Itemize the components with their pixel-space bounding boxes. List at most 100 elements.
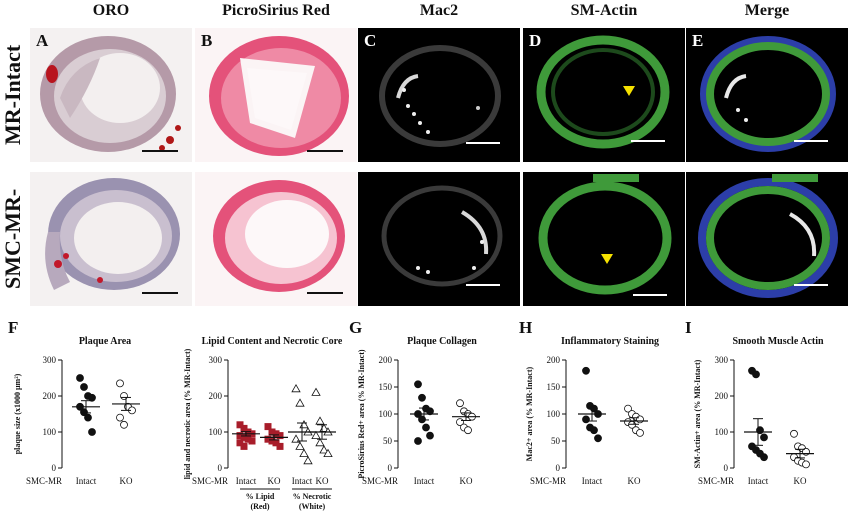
scale-bar [142,292,178,294]
data-point [88,428,96,436]
scale-bar [466,284,500,286]
scale-bar [631,140,665,142]
data-point [299,448,309,458]
data-point [582,415,590,424]
data-point [456,418,464,427]
data-point [319,445,329,454]
data-point [88,393,96,402]
panel-letter-f: F [8,318,19,337]
group-label: SMC-MR [26,476,62,486]
data-point [624,404,632,413]
data-point [464,410,472,418]
data-point [319,423,329,432]
data-point [418,415,426,424]
data-point [323,427,333,436]
data-point [303,455,313,465]
panel-picrosirius-ko [195,172,357,306]
column-title-oro: ORO [92,2,130,19]
data-point [236,421,244,429]
chart-title: Plaque Collagen [407,336,477,347]
data-point [790,453,798,462]
data-point [76,402,84,411]
y-tick-label: 200 [209,391,223,401]
data-point [628,420,636,429]
x-tick-label: Intact [292,476,313,486]
data-point [794,442,802,451]
data-point [116,379,124,388]
y-tick-label: 300 [43,355,57,365]
y-tick-label: 200 [379,355,393,365]
y-tick-label: 100 [379,409,393,419]
x-tick-label: KO [120,476,133,486]
panel-smactin-intact: D [523,28,685,162]
y-tick-label: 100 [715,427,729,437]
panel-letter-a: A [36,31,49,50]
y-tick-label: 300 [715,355,729,365]
data-point [414,437,422,445]
mac2-ko-image [358,172,520,306]
scale-bar [142,150,178,152]
data-point [311,430,321,440]
smactin-intact-image [523,28,685,162]
data-point [84,392,92,400]
data-point [272,439,280,447]
column-title-smactin: SM-Actin [570,2,638,19]
data-point [303,427,313,436]
chart-title: Plaque Area [79,336,131,347]
data-point [240,442,248,450]
data-point [632,412,640,421]
data-point [582,366,590,375]
row-label-smc-mr-ko: SMC-MR-KO [0,188,51,290]
data-point [790,429,798,438]
data-point [244,435,252,443]
data-point [632,426,640,435]
merge-intact-image [686,28,848,162]
data-point [426,431,434,440]
panel-letter-g: G [349,318,363,337]
data-point [748,442,756,451]
x-tick-label: KO [316,476,329,486]
panel-letter-c: C [364,31,377,50]
y-tick-label: 150 [547,382,561,392]
y-axis-label: SM-Actin+ area (% MR-Intact) [693,359,702,468]
data-point [295,398,305,407]
chart-title: Smooth Muscle Actin [732,336,824,347]
data-point [456,399,464,408]
data-point [794,456,802,465]
column-title-mac2: Mac2 [419,2,459,19]
group-label: SMC-MR [530,476,566,486]
data-point [798,444,806,453]
data-point [756,426,764,435]
merge-ko-image [686,172,848,306]
data-point [315,416,325,425]
data-point [748,366,756,375]
group-label: % Lipid [246,492,275,501]
data-point [311,387,321,396]
data-point [244,428,252,436]
oro-ko-image [30,172,192,306]
data-point [291,383,301,393]
data-point [414,380,422,389]
scale-bar [794,284,828,286]
y-tick-label: 50 [551,436,561,446]
data-point [323,448,333,458]
scale-bar [307,292,343,294]
y-tick-label: 200 [43,391,57,401]
y-tick-label: 300 [209,355,223,365]
panel-letter-i: I [685,318,692,337]
data-point [798,458,806,467]
scale-bar [466,142,500,144]
group-label: (White) [299,502,326,511]
scale-bar [794,140,828,142]
y-tick-label: 0 [724,463,729,473]
data-point [124,402,132,411]
scale-bar [633,294,667,296]
scale-bar [307,150,343,152]
x-tick-label: Intact [582,476,603,486]
data-point [752,370,760,379]
data-point [80,383,88,391]
y-axis-label: plaque size (x1000 µm²) [13,373,22,454]
data-point [756,449,764,458]
data-point [636,415,644,424]
group-label: SMC-MR [698,476,734,486]
